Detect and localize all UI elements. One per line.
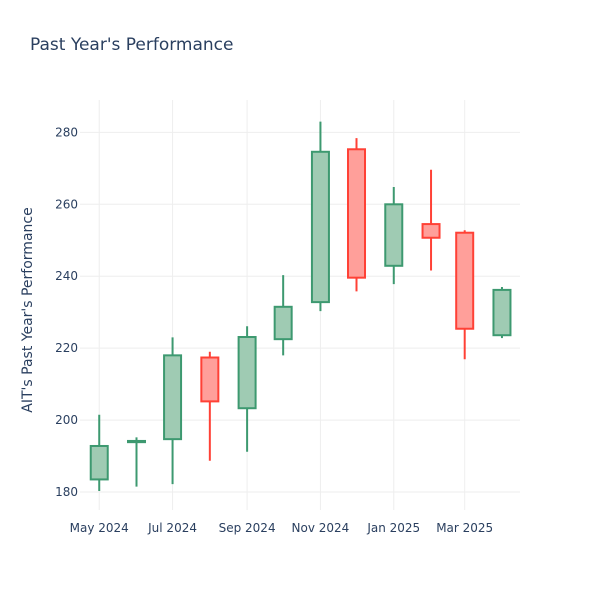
x-tick-label: Nov 2024 <box>292 521 350 535</box>
candle-increasing <box>384 187 404 285</box>
x-tick-label: Sep 2024 <box>219 521 276 535</box>
x-tick-label: May 2024 <box>70 521 129 535</box>
y-axis-title: AIT's Past Year's Performance <box>20 207 36 412</box>
candle-body <box>89 444 109 481</box>
candle-body <box>200 356 220 403</box>
y-axis-ticks: 180 200 220 240 260 280 <box>55 125 78 499</box>
candle-layer <box>89 121 512 491</box>
candle-increasing <box>163 337 183 485</box>
y-tick-label: 260 <box>55 197 78 211</box>
y-tick-label: 180 <box>55 485 78 499</box>
y-tick-label: 280 <box>55 125 78 139</box>
candle-body <box>384 203 404 267</box>
candle-body <box>127 439 147 444</box>
candle-body <box>273 305 293 341</box>
candle-increasing <box>89 414 109 491</box>
candle-decreasing <box>347 138 367 292</box>
candle-decreasing <box>455 230 475 360</box>
candle-body <box>310 150 330 304</box>
chart-title: Past Year's Performance <box>30 35 234 55</box>
y-tick-label: 240 <box>55 269 78 283</box>
candle-increasing <box>492 287 512 339</box>
x-axis-ticks: May 2024 Jul 2024 Sep 2024 Nov 2024 Jan 2025… <box>70 521 494 535</box>
candle-increasing <box>310 121 330 312</box>
candle-body <box>455 231 475 330</box>
candle-body <box>492 288 512 337</box>
x-tick-label: Jul 2024 <box>147 521 197 535</box>
candle-decreasing <box>421 169 441 271</box>
x-tick-label: Jan 2025 <box>366 521 420 535</box>
candle-increasing <box>237 326 257 452</box>
y-tick-label: 200 <box>55 413 78 427</box>
candle-decreasing <box>200 351 220 461</box>
candle-body <box>163 354 183 441</box>
y-tick-label: 220 <box>55 341 78 355</box>
candle-increasing <box>127 437 147 487</box>
candle-body <box>347 148 367 279</box>
candle-increasing <box>273 275 293 356</box>
x-tick-label: Mar 2025 <box>436 521 493 535</box>
grid-layer <box>80 100 520 510</box>
candle-body <box>421 223 441 239</box>
candle-body <box>237 336 257 410</box>
